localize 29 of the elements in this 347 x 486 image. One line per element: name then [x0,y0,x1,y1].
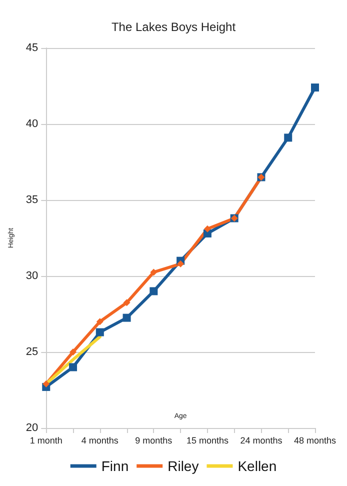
legend-label: Finn [101,458,129,474]
point [150,287,158,296]
point [96,318,104,326]
y-tick-label: 30 [26,270,38,282]
point [204,225,211,232]
point [284,134,292,142]
point [69,363,78,372]
legend-label: Riley [168,458,199,474]
x-tick-label: 4 months [81,436,119,446]
point [122,314,131,322]
y-tick-label: 35 [26,194,38,206]
point [70,348,77,356]
point [177,260,184,268]
x-tick-label: 24 months [240,436,283,446]
point [96,328,104,336]
x-tick-label: 48 months [294,436,337,446]
y-tick-label: 45 [26,42,38,54]
x-tick-label: 9 months [135,436,173,446]
y-tick-label: 40 [26,118,38,130]
x-tick-label: 15 months [186,436,229,446]
chart-title: The Lakes Boys Height [111,20,236,34]
point [42,380,50,388]
x-tick-label: 1 month [30,436,62,446]
y-tick-label: 25 [26,346,38,358]
point [123,299,130,306]
point [311,84,319,92]
y-tick-label: 20 [26,422,38,434]
point [150,268,158,276]
legend-label: Kellen [238,458,277,474]
